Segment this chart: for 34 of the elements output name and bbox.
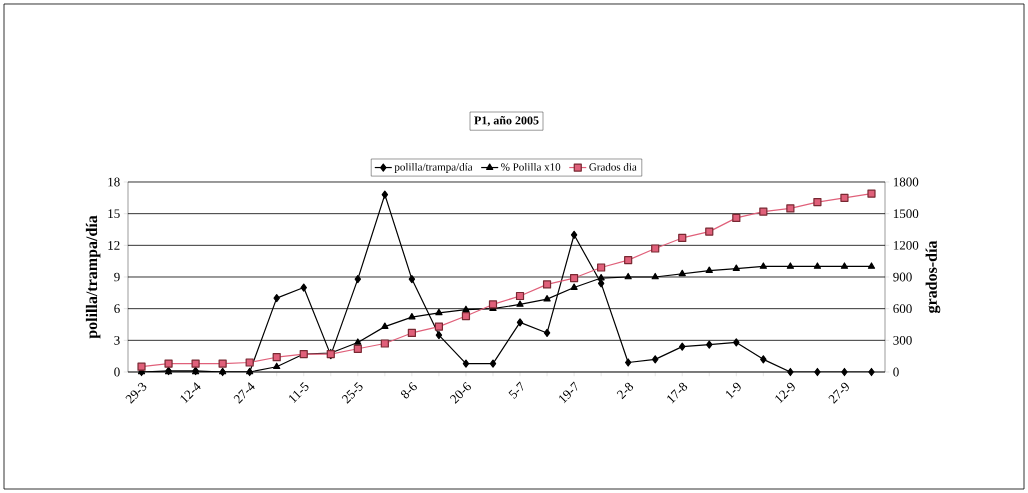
y2-tick-label: 1200 bbox=[893, 240, 919, 250]
legend-label: % Polilla x10 bbox=[501, 162, 561, 171]
x-tick-label: 5-7 bbox=[508, 381, 524, 399]
y2-tick-label: 600 bbox=[893, 304, 912, 314]
y2-tick-label: 300 bbox=[893, 335, 912, 345]
legend-label: polilla/trampa/día bbox=[394, 162, 473, 173]
x-tick-label: 12-4 bbox=[180, 382, 201, 404]
legend-label: Grados dia bbox=[589, 162, 637, 171]
y-tick-label: 18 bbox=[108, 177, 120, 187]
y-tick-label: 12 bbox=[108, 241, 120, 250]
y-tick-label: 6 bbox=[114, 304, 120, 314]
y-axis-title: polilla/trampa/día bbox=[85, 215, 101, 339]
x-tick-label: 25-5 bbox=[341, 382, 363, 404]
y-tick-label: 9 bbox=[114, 272, 120, 282]
x-tick-label: 27-9 bbox=[828, 382, 849, 404]
x-tick-label: 20-6 bbox=[449, 382, 471, 404]
y-tick-label: 0 bbox=[114, 367, 120, 377]
y2-tick-label: 1500 bbox=[893, 209, 919, 219]
y2-axis-title: grados-día bbox=[925, 240, 941, 314]
x-tick-label: 19-7 bbox=[559, 381, 578, 404]
x-tick-label: 17-8 bbox=[667, 382, 688, 404]
x-tick-label: 2-8 bbox=[616, 382, 634, 400]
y-tick-label: 3 bbox=[114, 335, 120, 345]
y2-tick-label: 900 bbox=[893, 272, 912, 282]
y2-tick-label: 0 bbox=[893, 367, 899, 377]
chart-title: P1, año 2005 bbox=[474, 116, 539, 127]
x-tick-label: 11-5 bbox=[289, 382, 309, 403]
y2-tick-label: 1800 bbox=[893, 177, 919, 187]
x-tick-label: 27-4 bbox=[233, 382, 255, 404]
x-tick-label: 29-3 bbox=[125, 382, 147, 404]
x-tick-label: 12-9 bbox=[775, 382, 795, 404]
x-tick-label: 1-9 bbox=[725, 382, 741, 399]
y-tick-label: 15 bbox=[108, 209, 120, 219]
x-tick-label: 8-6 bbox=[401, 382, 417, 399]
